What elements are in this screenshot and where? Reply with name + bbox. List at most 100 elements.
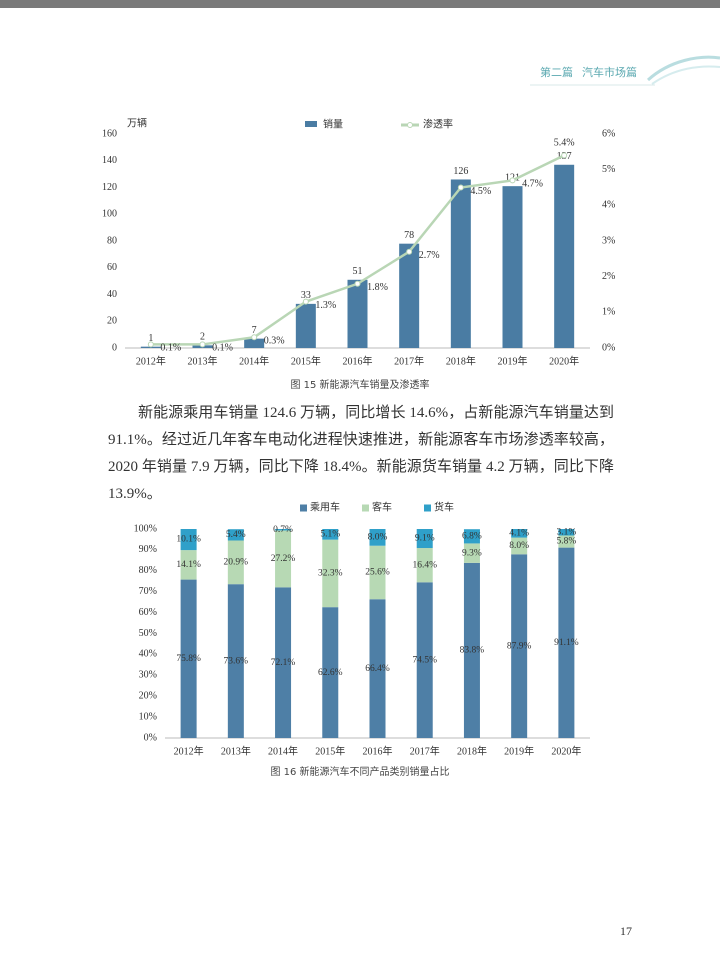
chart-1: 0 20 40 60 80 100 120 140 160 0% 1% 2% 3% 4% 5% 6% 万辆 201…	[102, 116, 615, 391]
chart-caption: 图 16 新能源汽车不同产品类别销量占比	[270, 765, 449, 778]
data-label: 5.4%	[554, 138, 575, 149]
x-tick-label: 2016年	[343, 354, 373, 367]
bar-segment	[463, 529, 480, 544]
bar-segment	[416, 548, 433, 583]
y-tick-label: 40%	[139, 649, 157, 660]
y2-tick-label: 5%	[602, 164, 615, 175]
bar-segment	[416, 529, 433, 549]
paragraph: 新能源乘用车销量 124.6 万辆，同比增长 14.6%，占新能源汽车销量达到 …	[108, 405, 614, 502]
y2-tick-label: 0%	[602, 342, 615, 353]
data-label: 1	[148, 333, 153, 344]
bar	[399, 243, 420, 348]
legend-label: 销量	[323, 117, 343, 130]
legend-label: 客车	[372, 500, 392, 513]
x-tick-label: 2016年	[363, 744, 393, 757]
data-label: 5.1%	[320, 530, 340, 540]
line-marker	[561, 152, 568, 159]
y-tick-label: 80	[107, 235, 117, 246]
bar-segment	[369, 545, 386, 600]
data-label: 0.7%	[273, 525, 293, 535]
legend-label: 乘用车	[310, 500, 340, 513]
x-tick-label: 2012年	[174, 744, 204, 757]
x-tick-label: 2012年	[136, 354, 166, 367]
data-label: 27.2%	[271, 554, 296, 564]
bar-segment	[511, 537, 528, 555]
x-tick-label: 2019年	[504, 744, 534, 757]
bar-segment	[322, 607, 339, 738]
bar-segment	[369, 529, 386, 546]
y-tick-label: 90%	[139, 544, 157, 555]
y-tick-label: 20%	[139, 690, 157, 701]
bar-segment	[322, 529, 339, 540]
bar	[554, 164, 575, 348]
chart-2: 0% 10% 20% 30% 40% 50% 60% 70% 80% 90% 100% 2012年 20…	[134, 500, 590, 778]
x-tick-label: 2020年	[549, 354, 579, 367]
data-label: 5.8%	[556, 537, 576, 547]
y-tick-label: 70%	[139, 586, 157, 597]
line-marker	[354, 280, 361, 287]
bar-segment	[463, 543, 480, 563]
data-label: 66.4%	[365, 664, 390, 674]
data-label: 4.7%	[522, 179, 543, 190]
line-marker	[457, 184, 464, 191]
bar	[502, 186, 523, 348]
bar-segment	[180, 550, 197, 580]
bar-segment	[511, 529, 528, 538]
top-bar	[0, 0, 720, 8]
y-tick-label: 40	[107, 289, 117, 300]
y-tick-label: 0%	[144, 732, 157, 743]
data-label: 91.1%	[554, 638, 579, 648]
data-label: 32.3%	[318, 569, 343, 579]
y-tick-label: 140	[102, 155, 117, 166]
bar-segment	[511, 554, 528, 738]
y-tick-label: 100%	[134, 523, 157, 534]
data-label: 3.1%	[556, 527, 576, 537]
data-label: 33	[301, 290, 311, 301]
y2-tick-label: 2%	[602, 271, 615, 282]
x-tick-label: 2019年	[498, 354, 528, 367]
data-label: 87.9%	[507, 641, 532, 651]
data-label: 9.3%	[462, 548, 482, 558]
x-tick-label: 2018年	[446, 354, 476, 367]
data-label: 16.4%	[412, 560, 437, 570]
x-tick-label: 2014年	[268, 744, 298, 757]
legend-swatch	[305, 121, 317, 127]
y-tick-label: 160	[102, 128, 117, 139]
data-label: 4.5%	[470, 186, 491, 197]
y-tick-label: 120	[102, 182, 117, 193]
y2-tick-label: 6%	[602, 128, 615, 139]
bar-segment	[369, 599, 386, 738]
x-tick-label: 2015年	[291, 354, 321, 367]
y-tick-label: 30%	[139, 670, 157, 681]
bar-segment	[180, 529, 197, 551]
x-tick-label: 2014年	[239, 354, 269, 367]
y-tick-label: 50%	[139, 628, 157, 639]
data-label: 10.1%	[176, 535, 201, 545]
y-tick-label: 60	[107, 262, 117, 273]
legend-swatch	[362, 504, 369, 512]
y-tick-label: 20	[107, 316, 117, 327]
bar	[347, 279, 368, 348]
data-label: 8.0%	[368, 533, 388, 543]
legend-label: 货车	[434, 500, 454, 513]
data-label: 6.8%	[462, 532, 482, 542]
data-label: 62.6%	[318, 668, 343, 678]
bar-segment	[227, 529, 244, 541]
bar-segment	[463, 562, 480, 738]
x-tick-label: 2017年	[394, 354, 424, 367]
line-marker	[199, 341, 206, 348]
bar-segment	[416, 582, 433, 738]
legend-marker	[407, 122, 413, 128]
data-label: 2	[200, 332, 205, 343]
x-tick-label: 2020年	[551, 744, 581, 757]
bar-segment	[180, 579, 197, 738]
data-label: 0.3%	[264, 336, 285, 347]
data-label: 0.1%	[160, 343, 181, 354]
legend-label: 渗透率	[423, 117, 453, 130]
x-tick-label: 2017年	[410, 744, 440, 757]
bar-segment	[275, 587, 292, 738]
swoosh	[651, 65, 720, 85]
data-label: 4.1%	[509, 528, 529, 538]
bar-segment	[558, 547, 575, 738]
